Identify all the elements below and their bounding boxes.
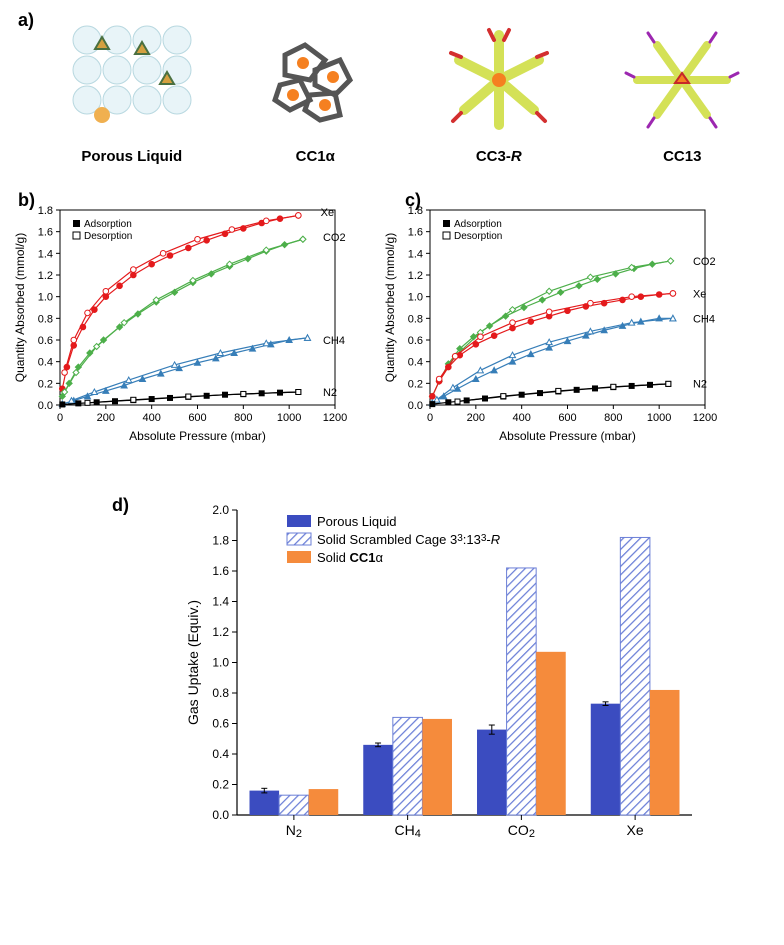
svg-text:0.4: 0.4 [38, 357, 53, 369]
svg-text:200: 200 [467, 412, 485, 424]
cc1a-icon [255, 25, 375, 135]
structures-row: Porous Liquid CC1α [10, 10, 774, 165]
cc13-icon [622, 25, 742, 135]
panel-a-label: a) [18, 10, 34, 31]
svg-text:1.2: 1.2 [212, 625, 229, 639]
svg-text:400: 400 [142, 412, 160, 424]
svg-text:1.6: 1.6 [38, 227, 53, 239]
svg-text:0.2: 0.2 [38, 378, 53, 390]
svg-text:1000: 1000 [647, 412, 671, 424]
svg-text:0.2: 0.2 [212, 778, 229, 792]
svg-text:0.2: 0.2 [408, 378, 423, 390]
svg-text:1.0: 1.0 [212, 656, 229, 670]
svg-text:1.2: 1.2 [408, 270, 423, 282]
svg-text:1.8: 1.8 [212, 534, 229, 548]
struct-label: Porous Liquid [52, 148, 212, 165]
svg-text:0.4: 0.4 [212, 747, 229, 761]
svg-text:0.0: 0.0 [38, 400, 53, 412]
svg-text:1.8: 1.8 [38, 205, 53, 217]
panel-d: d) 0.0 0.2 0.4 0.6 0.8 1.0 1.2 1.4 1.6 1.8 2.0 Gas … [82, 495, 702, 845]
svg-text:Quantity Absorbed (mmol/g): Quantity Absorbed (mmol/g) [383, 233, 397, 382]
panel-bc-row: b) c) 0200400600800100012000.00.20.40.60… [10, 195, 774, 455]
svg-text:CO2: CO2 [323, 232, 346, 244]
panel-d-label: d) [112, 495, 129, 516]
svg-text:Adsorption: Adsorption [84, 219, 132, 230]
svg-text:400: 400 [512, 412, 530, 424]
struct-label: CC3-R [419, 148, 579, 165]
svg-text:0: 0 [57, 412, 63, 424]
svg-text:800: 800 [604, 412, 622, 424]
chart-d: 0.0 0.2 0.4 0.6 0.8 1.0 1.2 1.4 1.6 1.8 2.0 Gas Upt… [182, 495, 702, 850]
figure-container: a) [10, 10, 774, 845]
chart-c: 0 200 400 600 800 1000 1200 0.0 0.2 0.4 0.6 0.8 1.0 1… [380, 195, 750, 445]
struct-cc1a: CC1α [235, 25, 395, 165]
svg-text:Porous Liquid: Porous Liquid [317, 514, 397, 529]
svg-text:1.2: 1.2 [38, 270, 53, 282]
struct-label: CC13 [602, 148, 762, 165]
svg-text:Solid Scrambled Cage 33:133-R: Solid Scrambled Cage 33:133-R [317, 532, 500, 547]
svg-text:0.6: 0.6 [212, 717, 229, 731]
svg-text:1.0: 1.0 [38, 292, 53, 304]
svg-text:0.0: 0.0 [212, 808, 229, 822]
svg-text:1.8: 1.8 [408, 205, 423, 217]
svg-text:1.6: 1.6 [408, 227, 423, 239]
svg-text:1200: 1200 [323, 412, 347, 424]
svg-text:1000: 1000 [277, 412, 301, 424]
svg-text:1200: 1200 [693, 412, 717, 424]
struct-label: CC1α [235, 148, 395, 165]
svg-text:Xe: Xe [693, 288, 706, 300]
svg-text:0.4: 0.4 [408, 357, 423, 369]
svg-text:0: 0 [427, 412, 433, 424]
svg-text:Desorption: Desorption [454, 231, 502, 242]
svg-text:1.4: 1.4 [212, 595, 229, 609]
porous-liquid-icon [72, 25, 192, 135]
svg-text:CO2: CO2 [693, 256, 716, 268]
svg-text:0.8: 0.8 [408, 313, 423, 325]
svg-text:Gas Uptake (Equiv.): Gas Uptake (Equiv.) [185, 600, 201, 725]
svg-text:Desorption: Desorption [84, 231, 132, 242]
svg-text:Xe: Xe [627, 822, 644, 838]
chart-b: 0 200 400 600 800 1000 1200 0.0 0.2 0.4 0.6 0.8 1.0 1… [10, 195, 380, 445]
svg-text:600: 600 [558, 412, 576, 424]
svg-text:Absolute Pressure (mbar): Absolute Pressure (mbar) [499, 429, 636, 443]
struct-porous-liquid: Porous Liquid [52, 25, 212, 165]
svg-text:0.6: 0.6 [38, 335, 53, 347]
svg-text:800: 800 [234, 412, 252, 424]
panel-a: a) [10, 10, 774, 185]
svg-text:CH4: CH4 [693, 313, 715, 325]
svg-text:1.4: 1.4 [408, 248, 423, 260]
struct-cc13: CC13 [602, 25, 762, 165]
svg-text:Absolute Pressure (mbar): Absolute Pressure (mbar) [129, 429, 266, 443]
svg-text:Solid CC1α: Solid CC1α [317, 550, 384, 565]
svg-text:Adsorption: Adsorption [454, 219, 502, 230]
svg-text:CO2: CO2 [508, 822, 535, 840]
svg-text:0.0: 0.0 [408, 400, 423, 412]
svg-text:1.0: 1.0 [408, 292, 423, 304]
svg-text:200: 200 [97, 412, 115, 424]
svg-text:Quantity Absorbed (mmol/g): Quantity Absorbed (mmol/g) [13, 233, 27, 382]
svg-text:CH4: CH4 [323, 335, 345, 347]
svg-text:1.6: 1.6 [212, 564, 229, 578]
svg-text:0.6: 0.6 [408, 335, 423, 347]
svg-text:N2: N2 [286, 822, 302, 840]
svg-text:N2: N2 [323, 387, 337, 399]
svg-text:0.8: 0.8 [38, 313, 53, 325]
struct-cc3r: CC3-R [419, 25, 579, 165]
svg-text:Xe: Xe [321, 207, 334, 219]
svg-text:N2: N2 [693, 378, 707, 390]
svg-text:600: 600 [188, 412, 206, 424]
svg-text:1.4: 1.4 [38, 248, 53, 260]
svg-text:2.0: 2.0 [212, 503, 229, 517]
svg-text:0.8: 0.8 [212, 686, 229, 700]
cc3r-icon [439, 25, 559, 135]
svg-text:CH4: CH4 [394, 822, 420, 840]
